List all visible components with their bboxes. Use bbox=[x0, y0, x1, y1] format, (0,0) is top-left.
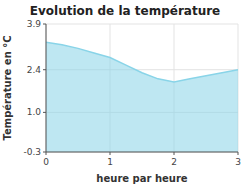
y-tick-label: 3.9 bbox=[27, 19, 42, 29]
grid-line bbox=[46, 24, 47, 152]
grid bbox=[46, 24, 238, 152]
x-tick-label: 2 bbox=[171, 157, 177, 167]
x-tick-label: 1 bbox=[107, 157, 113, 167]
chart: 0 1 2 3 -0.3 1.0 2.4 3.9 heure par heure Températ… bbox=[0, 0, 250, 188]
area bbox=[46, 42, 238, 152]
x-tick bbox=[174, 152, 175, 155]
x-tick-label: 0 bbox=[43, 157, 49, 167]
y-tick-label: 1.0 bbox=[27, 107, 42, 117]
y-axis-label: Température en °C bbox=[2, 35, 13, 140]
axes: 0 1 2 3 -0.3 1.0 2.4 3.9 bbox=[23, 19, 240, 167]
x-tick bbox=[110, 152, 111, 155]
y-tick-label: -0.3 bbox=[23, 147, 41, 157]
x-tick bbox=[238, 152, 239, 155]
y-tick bbox=[43, 69, 46, 70]
grid-line bbox=[46, 24, 238, 25]
x-axis-line bbox=[46, 152, 238, 153]
line bbox=[46, 42, 238, 82]
x-axis-label: heure par heure bbox=[96, 173, 187, 184]
grid-line bbox=[46, 152, 238, 153]
plot-area bbox=[46, 42, 238, 152]
y-tick bbox=[43, 112, 46, 113]
y-tick bbox=[43, 152, 46, 153]
y-tick-label: 2.4 bbox=[27, 65, 42, 75]
title: Evolution de la température bbox=[30, 4, 221, 18]
y-tick bbox=[43, 24, 46, 25]
y-axis-line bbox=[46, 24, 47, 152]
x-tick-label: 3 bbox=[235, 157, 241, 167]
